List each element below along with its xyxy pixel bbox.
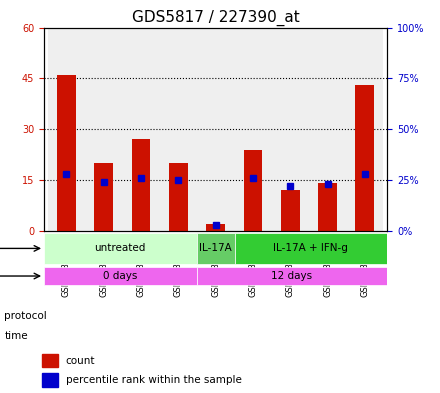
Bar [281, 190, 300, 231]
Text: percentile rank within the sample: percentile rank within the sample [66, 375, 242, 386]
FancyBboxPatch shape [197, 267, 387, 285]
Bar [122, 28, 160, 231]
Text: 0 days: 0 days [103, 271, 137, 281]
Bar [85, 28, 122, 231]
FancyBboxPatch shape [44, 267, 197, 285]
Text: time: time [4, 331, 28, 341]
Bar [356, 85, 374, 231]
Bar [244, 150, 262, 231]
Bar [42, 373, 58, 387]
Title: GDS5817 / 227390_at: GDS5817 / 227390_at [132, 10, 300, 26]
Bar [132, 140, 150, 231]
Bar [271, 28, 309, 231]
FancyBboxPatch shape [44, 233, 197, 264]
Bar [48, 28, 85, 231]
Bar [169, 163, 187, 231]
Text: IL-17A: IL-17A [199, 243, 232, 253]
Bar [42, 354, 58, 367]
Bar [234, 28, 271, 231]
Bar [197, 28, 234, 231]
Bar [57, 75, 76, 231]
Text: count: count [66, 356, 95, 366]
Bar [346, 28, 384, 231]
Bar [309, 28, 346, 231]
Text: protocol: protocol [4, 311, 47, 321]
FancyBboxPatch shape [197, 233, 235, 264]
Bar [206, 224, 225, 231]
Text: untreated: untreated [95, 243, 146, 253]
Text: 12 days: 12 days [271, 271, 312, 281]
Text: IL-17A + IFN-g: IL-17A + IFN-g [274, 243, 348, 253]
Bar [94, 163, 113, 231]
Bar [318, 184, 337, 231]
Bar [160, 28, 197, 231]
FancyBboxPatch shape [235, 233, 387, 264]
